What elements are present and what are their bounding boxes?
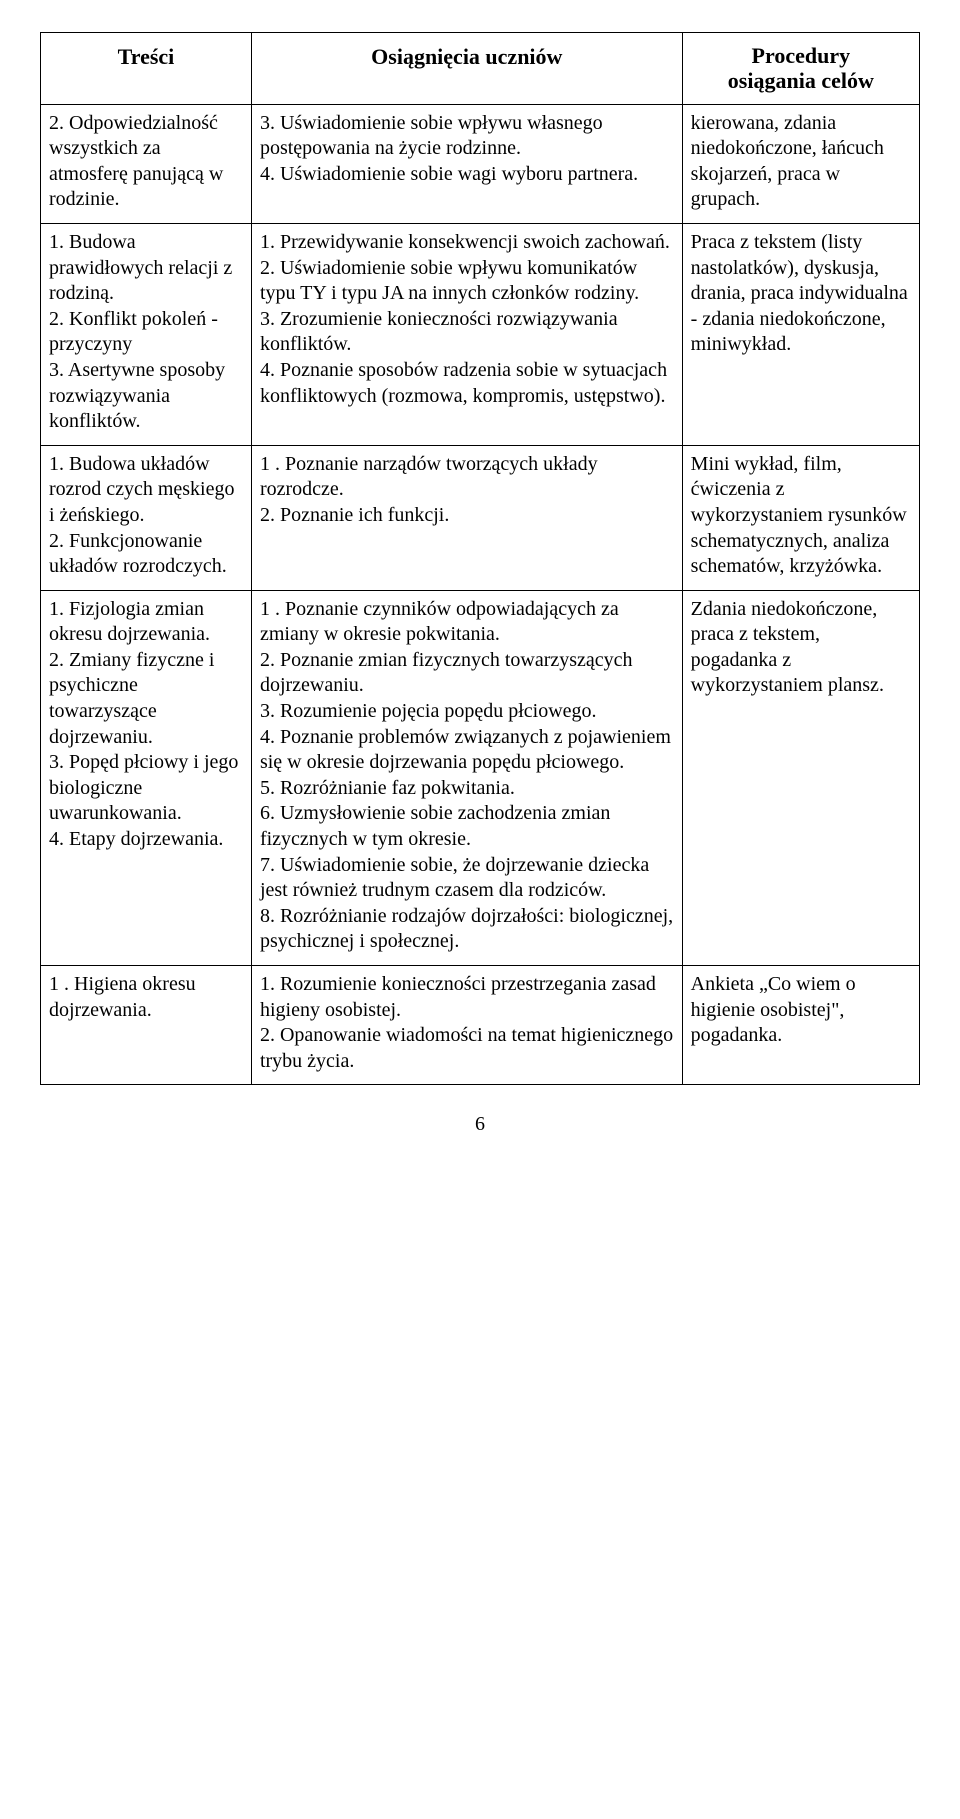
table-row: 1. Budowa układów rozrod czych męskiego … (41, 445, 920, 590)
table-body: 2. Odpowiedzialność wszystkich za atmosf… (41, 104, 920, 1085)
cell-c1: 1 . Higiena okresu dojrzewania. (41, 966, 252, 1085)
cell-c3: Mini wykład, film, ćwiczenia z wykorzyst… (682, 445, 919, 590)
table-row: 1. Budowa prawidłowych relacji z rodziną… (41, 223, 920, 445)
cell-c3: Zdania niedokończone, praca z tekstem, p… (682, 590, 919, 965)
page-number: 6 (40, 1113, 920, 1136)
cell-c1: 1. Budowa prawidłowych relacji z rodziną… (41, 223, 252, 445)
header-col3-line1: Procedury (691, 43, 911, 68)
header-col2: Osiągnięcia uczniów (251, 33, 682, 105)
cell-c3: kierowana, zdania niedokończone, łańcuch… (682, 104, 919, 223)
cell-c1: 1. Budowa układów rozrod czych męskiego … (41, 445, 252, 590)
table-row: 1 . Higiena okresu dojrzewania.1. Rozumi… (41, 966, 920, 1085)
cell-c2: 3. Uświadomienie sobie wpływu własnego p… (251, 104, 682, 223)
cell-c3: Ankieta „Co wiem o higienie osobistej", … (682, 966, 919, 1085)
cell-c2: 1 . Poznanie narządów tworzących układy … (251, 445, 682, 590)
cell-c2: 1 . Poznanie czynników odpowiadających z… (251, 590, 682, 965)
header-col3: Procedury osiągania celów (682, 33, 919, 105)
curriculum-table: Treści Osiągnięcia uczniów Procedury osi… (40, 32, 920, 1085)
cell-c2: 1. Przewidywanie konsekwencji swoich zac… (251, 223, 682, 445)
table-row: 1. Fizjologia zmian okresu dojrzewania. … (41, 590, 920, 965)
cell-c3: Praca z tekstem (listy nastolatków), dys… (682, 223, 919, 445)
cell-c2: 1. Rozumienie konieczności przestrzegani… (251, 966, 682, 1085)
header-col1: Treści (41, 33, 252, 105)
table-row: 2. Odpowiedzialność wszystkich za atmosf… (41, 104, 920, 223)
cell-c1: 1. Fizjologia zmian okresu dojrzewania. … (41, 590, 252, 965)
header-col3-line2: osiągania celów (691, 68, 911, 93)
table-header-row: Treści Osiągnięcia uczniów Procedury osi… (41, 33, 920, 105)
cell-c1: 2. Odpowiedzialność wszystkich za atmosf… (41, 104, 252, 223)
